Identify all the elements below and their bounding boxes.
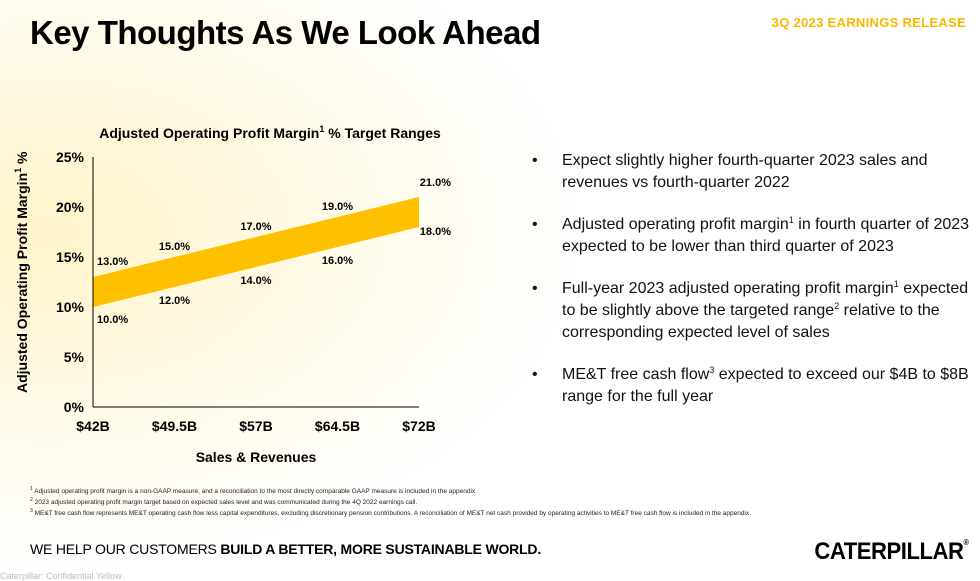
footnote-ref: 3	[709, 365, 715, 375]
y-tick-label: 0%	[64, 399, 85, 415]
lower-data-label: 14.0%	[240, 275, 271, 287]
x-tick-label: $49.5B	[152, 418, 197, 434]
key-thoughts-list: • Expect slightly higher fourth-quarter 2…	[532, 150, 972, 428]
upper-data-label: 19.0%	[322, 201, 353, 213]
footnote-ref: 1	[788, 215, 794, 225]
lower-data-label: 18.0%	[420, 226, 451, 238]
footnote-text: ME&T free cash flow represents ME&T oper…	[32, 510, 751, 517]
footnotes: 1 Adjusted operating profit margin is a …	[30, 486, 930, 519]
bullet-text: Expect slightly higher fourth-quarter 20…	[562, 152, 928, 191]
bullet-item: • ME&T free cash flow3 expected to exceed…	[532, 364, 972, 408]
bullet-text: ME&T free cash flow	[562, 366, 710, 383]
footnote: 1 Adjusted operating profit margin is a …	[30, 486, 930, 497]
footnote-ref: 1	[893, 279, 899, 289]
bullet-dot: •	[532, 280, 538, 297]
bullet-dot: •	[532, 366, 538, 383]
footer-tagline: WE HELP OUR CUSTOMERS BUILD A BETTER, MO…	[30, 541, 542, 557]
page-title: Key Thoughts As We Look Ahead	[30, 14, 541, 51]
lower-data-label: 12.0%	[159, 295, 190, 307]
bullet-text: expected to be slightly above the target…	[562, 280, 969, 319]
margin-target-chart: Adjusted Operating Profit Margin1 % Targ…	[13, 124, 451, 465]
y-tick-label: 20%	[56, 199, 85, 215]
upper-data-label: 21.0%	[420, 177, 451, 189]
svg-text:Adjusted Operating Profit Marg: Adjusted Operating Profit Margin1 %	[13, 151, 30, 393]
x-tick-label: $42B	[76, 418, 109, 434]
y-axis-title: Adjusted Operating Profit Margin1 %	[13, 151, 30, 393]
upper-data-label: 17.0%	[240, 221, 271, 233]
bullet-item: • Adjusted operating profit margin1 in fo…	[532, 214, 972, 258]
bullet-dot: •	[532, 152, 538, 169]
bullet-text: in fourth quarter of 2023 expected to be…	[562, 216, 970, 255]
bullet-item: • Expect slightly higher fourth-quarter 2…	[532, 150, 972, 194]
upper-data-label: 15.0%	[159, 241, 190, 253]
footnote-text: 2023 adjusted operating profit margin ta…	[32, 499, 418, 506]
bullet-item: • Full-year 2023 adjusted operating profi…	[532, 278, 972, 344]
x-tick-label: $57B	[239, 418, 272, 434]
y-tick-label: 15%	[56, 249, 85, 265]
footnote-text: Adjusted operating profit margin is a no…	[32, 488, 477, 495]
y-tick-label: 10%	[56, 299, 85, 315]
y-tick-label: 5%	[64, 349, 85, 365]
x-axis-title: Sales & Revenues	[196, 449, 317, 465]
footnote-number: 1	[30, 486, 33, 492]
caterpillar-logo: CATERPILLAR®	[813, 538, 969, 565]
x-tick-label: $64.5B	[315, 418, 360, 434]
x-tick-label: $72B	[402, 418, 435, 434]
bullet-text: Adjusted operating profit margin	[562, 216, 789, 233]
bullet-text: expected to exceed our $4B to $8B range …	[562, 366, 969, 405]
lower-data-label: 10.0%	[97, 314, 128, 326]
bullet-text: Full-year 2023 adjusted operating profit…	[562, 280, 894, 297]
bullet-text: relative to the corresponding expected l…	[562, 302, 940, 341]
y-tick-label: 25%	[56, 149, 85, 165]
confidential-label: Caterpillar: Confidential Yellow	[0, 571, 122, 581]
footnote-number: 2	[30, 497, 33, 503]
footnote-number: 3	[30, 508, 33, 514]
chart-title: Adjusted Operating Profit Margin1 % Targ…	[99, 124, 441, 141]
earnings-release-label: 3Q 2023 EARNINGS RELEASE	[771, 15, 966, 30]
upper-data-label: 13.0%	[97, 256, 128, 268]
footnote-ref: 2	[834, 301, 840, 311]
footnote: 2 2023 adjusted operating profit margin …	[30, 497, 930, 508]
bullet-dot: •	[532, 216, 538, 233]
lower-data-label: 16.0%	[322, 255, 353, 267]
target-range-band	[93, 197, 419, 307]
footnote: 3 ME&T free cash flow represents ME&T op…	[30, 508, 930, 519]
